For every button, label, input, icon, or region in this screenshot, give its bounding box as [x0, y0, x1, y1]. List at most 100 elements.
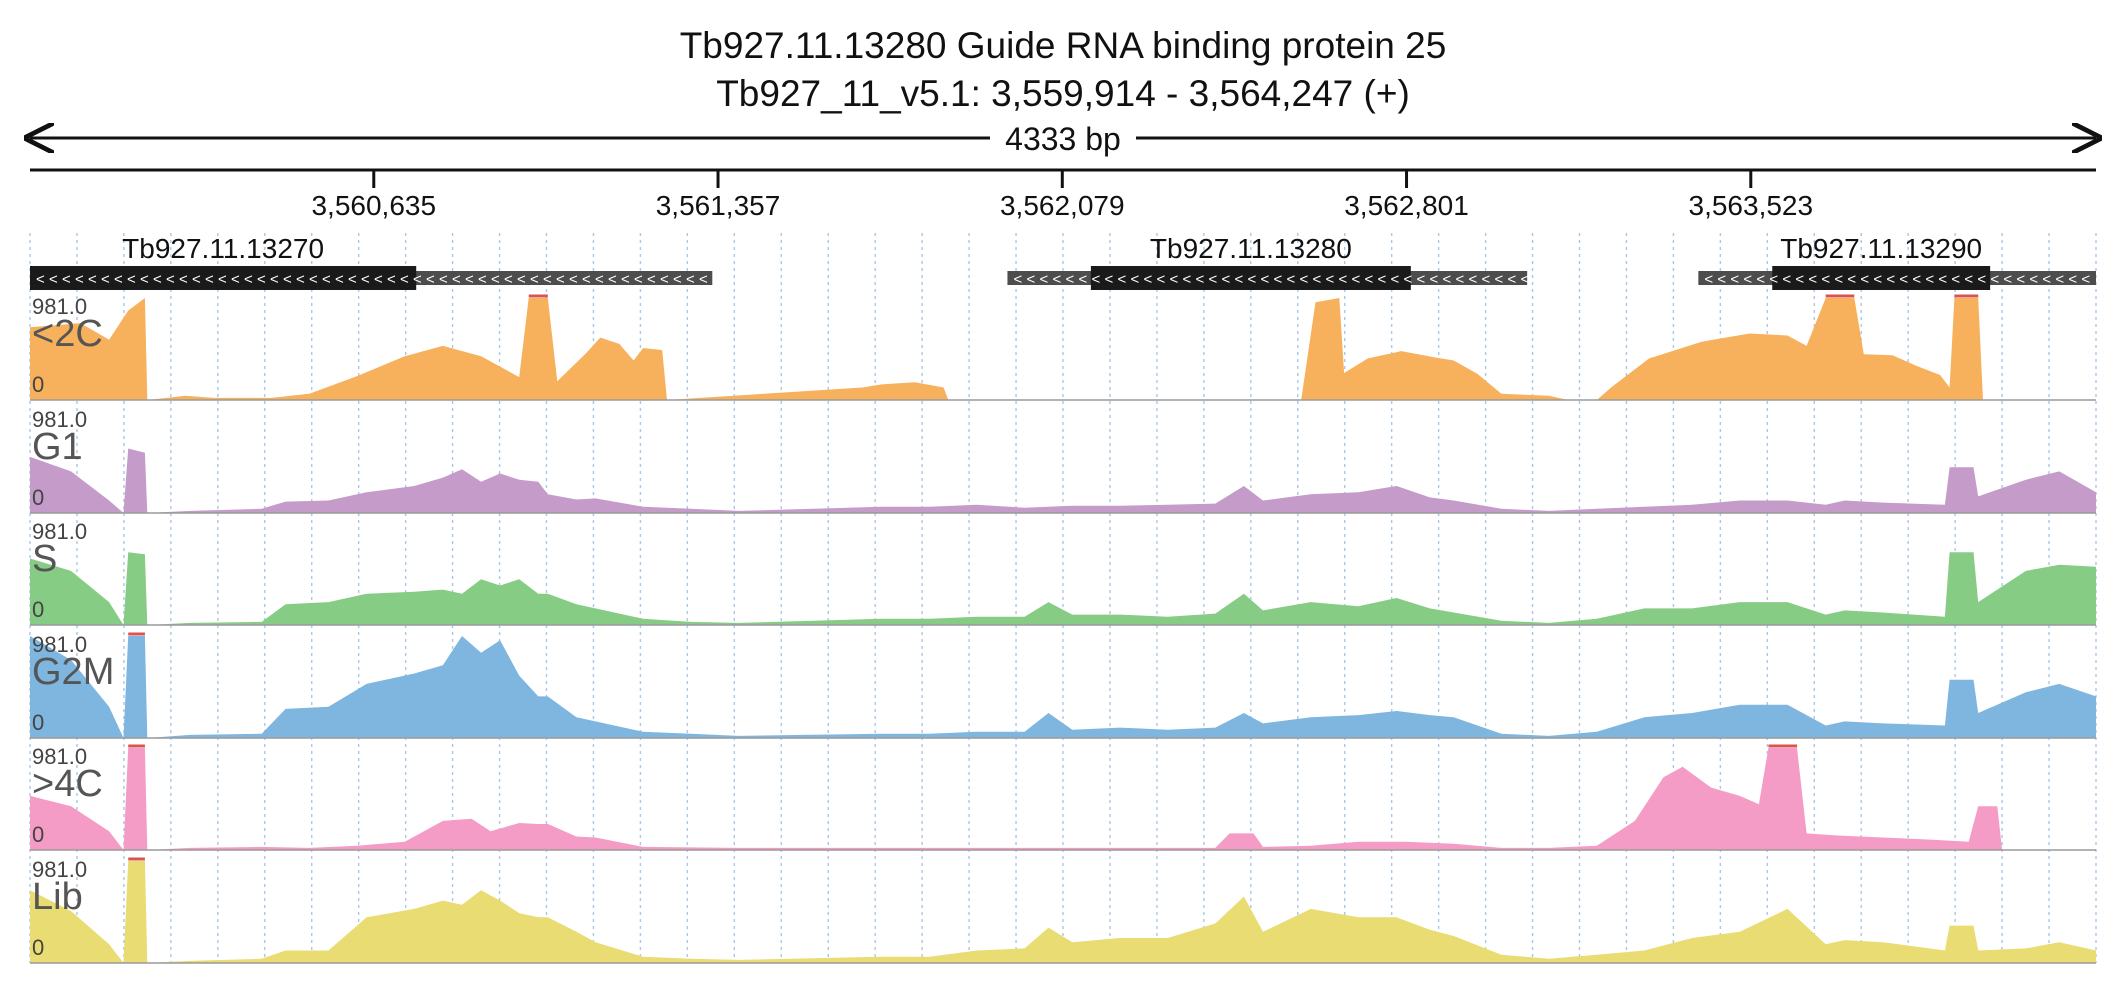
track-area-5 [30, 861, 2096, 963]
track-ymax-label-5: 981.0 [32, 857, 87, 882]
gene-strand-chevron: < [491, 271, 500, 288]
gene-strand-chevron: < [257, 271, 266, 288]
gene-strand-chevron: < [1273, 271, 1282, 288]
track-name-4: >4C [32, 763, 103, 805]
x-tick-label-0: 3,560,635 [311, 190, 436, 221]
track-area-4 [30, 748, 2096, 850]
gene-strand-chevron: < [75, 271, 84, 288]
gene-strand-chevron: < [2068, 271, 2077, 288]
gene-strand-chevron: < [1260, 271, 1269, 288]
track-area-1 [30, 448, 2096, 513]
gene-strand-chevron: < [660, 271, 669, 288]
gene-strand-chevron: < [1442, 271, 1451, 288]
track-0: 981.0 0 <2C [30, 294, 2096, 401]
track-3: 981.0 0 G2M [30, 632, 2096, 739]
gene-strand-chevron: < [1416, 271, 1425, 288]
gene-strand-chevron: < [1026, 271, 1035, 288]
gene-strand-chevron: < [2081, 271, 2090, 288]
gene-strand-chevron: < [400, 271, 409, 288]
gene-strand-chevron: < [647, 271, 656, 288]
x-tick-label-1: 3,561,357 [656, 190, 781, 221]
gene-strand-chevron: < [1782, 271, 1791, 288]
gene-strand-chevron: < [1847, 271, 1856, 288]
gene-strand-chevron: < [166, 271, 175, 288]
gene-strand-chevron: < [1481, 271, 1490, 288]
track-name-1: G1 [32, 426, 83, 468]
track-ymax-label-0: 981.0 [32, 294, 87, 319]
gene-strand-chevron: < [1468, 271, 1477, 288]
track-1: 981.0 0 G1 [30, 407, 2096, 514]
x-axis-ticks: 3,560,635 3,561,357 3,562,079 3,562,801 3,56… [311, 170, 1813, 221]
gene-strand-chevron: < [231, 271, 240, 288]
gene-strand-chevron: < [114, 271, 123, 288]
gene-strand-chevron: < [1990, 271, 1999, 288]
gene-strand-chevron: < [426, 271, 435, 288]
gene-strand-chevron: < [1195, 271, 1204, 288]
gene-strand-chevron: < [1951, 271, 1960, 288]
gene-strand-chevron: < [1338, 271, 1347, 288]
gene-label-1: Tb927.11.13280 [1150, 233, 1352, 264]
gene-strand-chevron: < [504, 271, 513, 288]
track-ymax-label-1: 981.0 [32, 407, 87, 432]
gene-cds-1 [1090, 266, 1411, 290]
track-ymin-label-2: 0 [32, 597, 44, 622]
gene-strand-chevron: < [179, 271, 188, 288]
gene-strand-chevron: < [88, 271, 97, 288]
gene-strand-chevron: < [543, 271, 552, 288]
gene-strand-chevron: < [2016, 271, 2025, 288]
figure-subtitle: Tb927_11_v5.1: 3,559,914 - 3,564,247 (+) [716, 73, 1410, 114]
gene-strand-chevron: < [127, 271, 136, 288]
gene-strand-chevron: < [1299, 271, 1308, 288]
gene-strand-chevron: < [1169, 271, 1178, 288]
gene-strand-chevron: < [699, 271, 708, 288]
gene-strand-chevron: < [1899, 271, 1908, 288]
gene-strand-chevron: < [101, 271, 110, 288]
gene-strand-chevron: < [1977, 271, 1986, 288]
gene-label-2: Tb927.11.13290 [1780, 233, 1982, 264]
track-name-2: S [32, 538, 57, 580]
gene-strand-chevron: < [1912, 271, 1921, 288]
gene-strand-chevron: < [1743, 271, 1752, 288]
track-ymin-label-5: 0 [32, 935, 44, 960]
gene-strand-chevron: < [192, 271, 201, 288]
gene-strand-chevron: < [205, 271, 214, 288]
gene-strand-chevron: < [1143, 271, 1152, 288]
gene-strand-chevron: < [1520, 271, 1529, 288]
gene-strand-chevron: < [1104, 271, 1113, 288]
gene-strand-chevron: < [569, 271, 578, 288]
gene-strand-chevron: < [1756, 271, 1765, 288]
gene-strand-chevron: < [465, 271, 474, 288]
gene-strand-chevron: < [1377, 271, 1386, 288]
gene-strand-chevron: < [374, 271, 383, 288]
gene-strand-chevron: < [153, 271, 162, 288]
gene-strand-chevron: < [1221, 271, 1230, 288]
gene-strand-chevron: < [387, 271, 396, 288]
track-ymin-label-1: 0 [32, 485, 44, 510]
gene-strand-chevron: < [1494, 271, 1503, 288]
gene-strand-chevron: < [1091, 271, 1100, 288]
track-area-3 [30, 636, 2096, 738]
gene-strand-chevron: < [1312, 271, 1321, 288]
gene-strand-chevron: < [1795, 271, 1804, 288]
gene-strand-chevron: < [1873, 271, 1882, 288]
gene-strand-chevron: < [452, 271, 461, 288]
gene-strand-chevron: < [49, 271, 58, 288]
coverage-tracks: 981.00<2C981.00G1981.00S981.00G2M981.00>… [30, 294, 2096, 964]
gene-strand-chevron: < [1156, 271, 1165, 288]
gene-strand-chevron: < [517, 271, 526, 288]
gene-strand-chevron: < [1130, 271, 1139, 288]
gene-strand-chevron: < [1821, 271, 1830, 288]
gene-strand-chevron: < [582, 271, 591, 288]
gene-strand-chevron: < [296, 271, 305, 288]
gene-strand-chevron: < [1013, 271, 1022, 288]
gene-strand-chevron: < [1234, 271, 1243, 288]
gene-strand-chevron: < [62, 271, 71, 288]
gene-strand-chevron: < [1834, 271, 1843, 288]
gene-strand-chevron: < [1208, 271, 1217, 288]
gene-strand-chevron: < [1730, 271, 1739, 288]
gene-strand-chevron: < [244, 271, 253, 288]
gene-strand-chevron: < [140, 271, 149, 288]
track-2: 981.0 0 S [30, 519, 2096, 626]
track-name-5: Lib [32, 876, 83, 918]
gene-strand-chevron: < [686, 271, 695, 288]
